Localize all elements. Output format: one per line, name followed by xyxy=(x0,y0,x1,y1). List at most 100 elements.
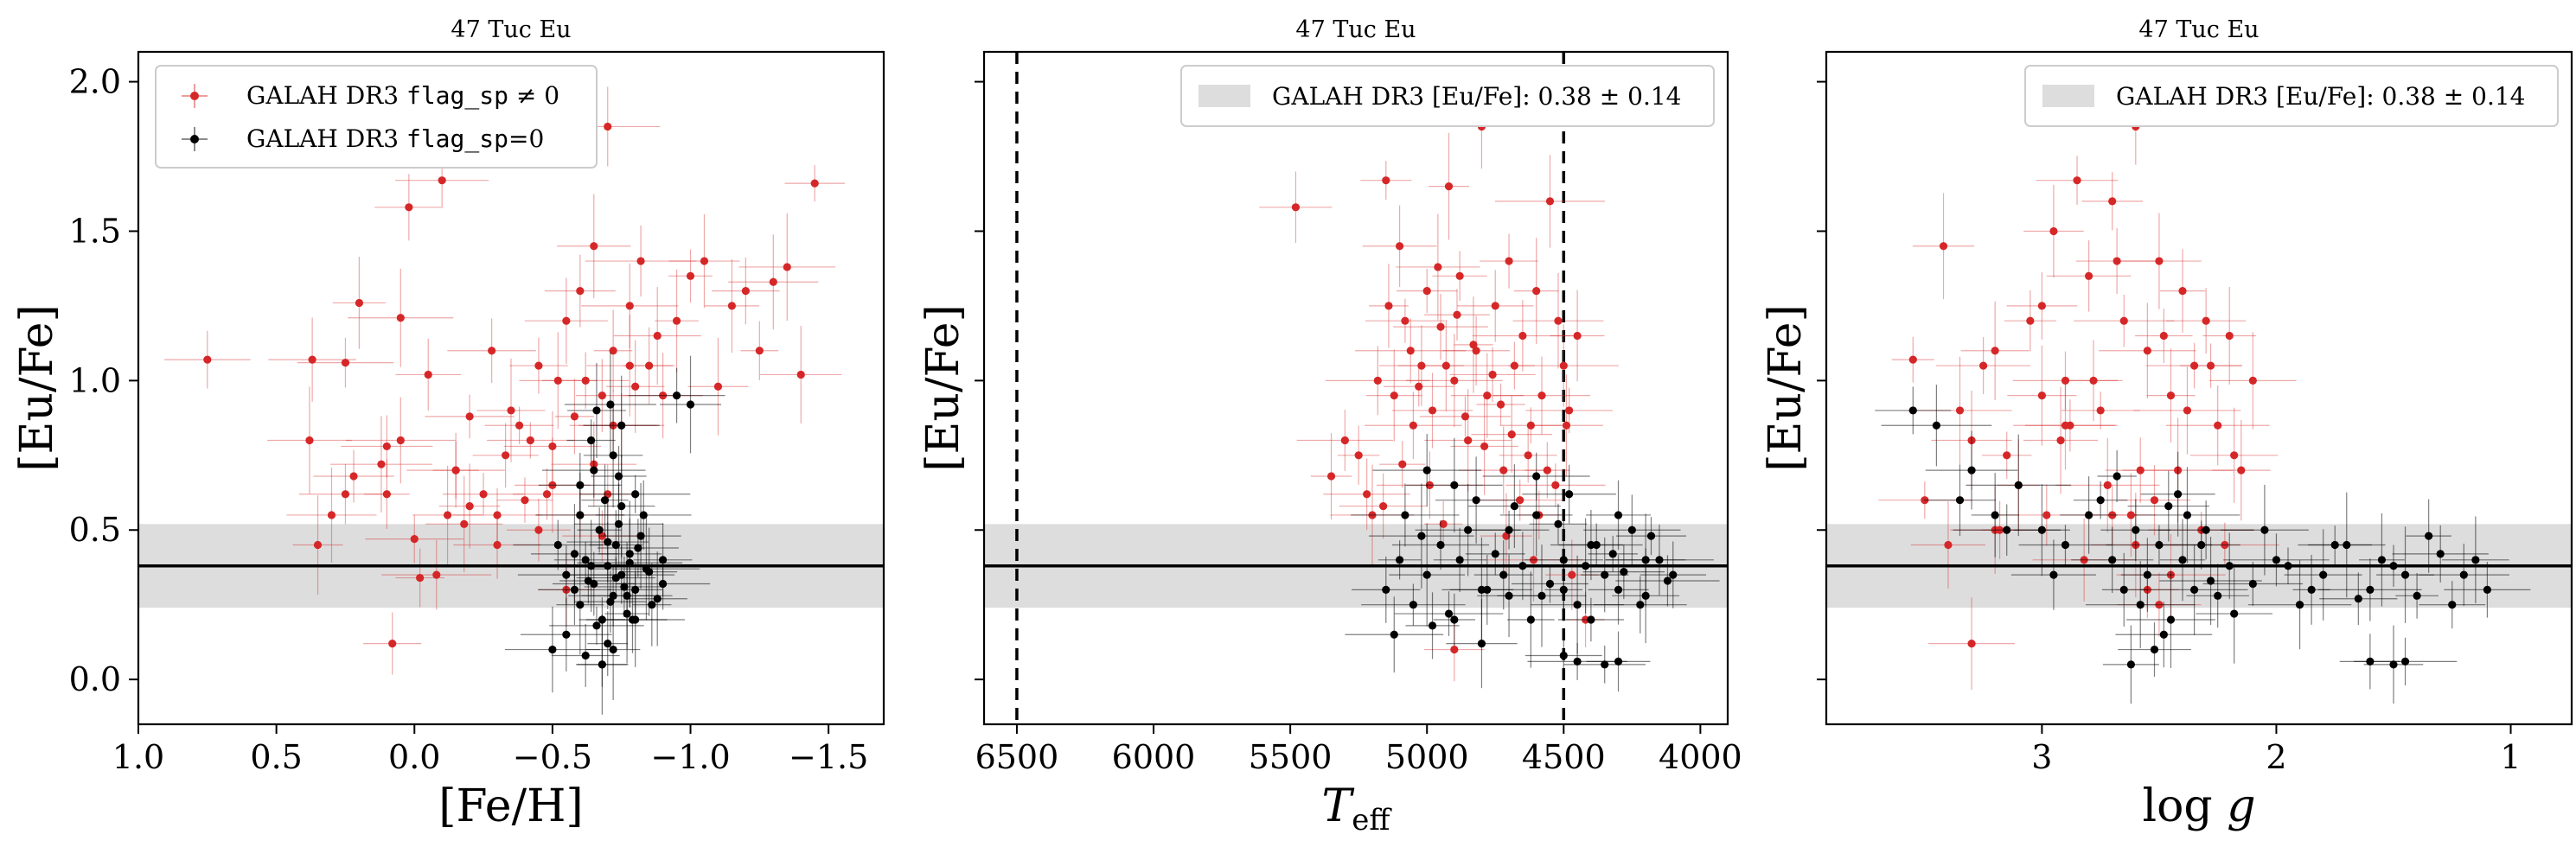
data-point xyxy=(1496,400,1505,409)
data-point xyxy=(713,382,723,391)
data-point xyxy=(451,466,460,474)
data-point xyxy=(349,472,358,481)
data-point xyxy=(1477,640,1486,648)
data-point xyxy=(1436,322,1445,331)
data-point xyxy=(1491,302,1499,310)
data-point xyxy=(755,347,764,355)
data-point xyxy=(548,442,557,451)
data-point xyxy=(2049,226,2058,236)
data-point xyxy=(2272,556,2281,564)
panel-title: 47 Tuc Eu xyxy=(451,16,571,43)
data-point xyxy=(2413,591,2421,600)
panel-3: 3 2 1 47 Tuc Eu [Eu/Fe] log g GALAH DR3 [Eu/Fe… xyxy=(1760,16,2573,832)
legend: GALAH DR3 flag_sp ≠ 0 GALAH DR3 flag_sp=0 xyxy=(155,65,598,169)
data-point xyxy=(1363,490,1371,499)
data-point xyxy=(2436,550,2445,558)
data-point xyxy=(2260,525,2269,534)
data-point xyxy=(2183,406,2192,415)
plot-area xyxy=(984,52,1728,724)
data-point xyxy=(1401,316,1409,325)
data-point xyxy=(460,519,469,528)
data-point xyxy=(1453,310,1461,319)
data-point xyxy=(2377,556,2387,564)
data-point xyxy=(645,361,654,370)
data-point xyxy=(2096,406,2105,415)
data-point xyxy=(2206,361,2215,370)
data-point xyxy=(1450,481,1459,489)
data-point xyxy=(606,400,615,409)
data-point xyxy=(2159,630,2168,639)
data-point xyxy=(382,490,391,499)
data-point xyxy=(388,640,397,648)
data-point xyxy=(493,511,502,519)
data-point xyxy=(1499,466,1508,474)
data-point xyxy=(2037,302,2046,310)
data-point xyxy=(438,176,446,185)
data-point xyxy=(416,573,425,583)
data-point xyxy=(1627,525,1636,534)
data-point xyxy=(1461,412,1470,421)
axes-frame xyxy=(982,50,1729,726)
data-point xyxy=(570,412,579,421)
data-point xyxy=(341,490,350,499)
data-point xyxy=(1444,182,1454,191)
plot-area xyxy=(138,86,884,715)
data-point xyxy=(515,421,524,430)
data-point xyxy=(1543,466,1551,474)
data-point xyxy=(327,511,336,519)
y-tick-label: 2.0 xyxy=(69,63,121,101)
data-point xyxy=(2155,540,2164,550)
data-point xyxy=(526,436,534,445)
data-point xyxy=(600,496,610,505)
data-point xyxy=(548,645,557,654)
data-point xyxy=(1932,421,1941,430)
y-tick-label: 0.0 xyxy=(69,660,121,698)
data-point xyxy=(396,436,405,445)
data-point xyxy=(2319,570,2328,579)
data-point xyxy=(1398,460,1407,468)
data-point xyxy=(1545,197,1555,206)
data-point xyxy=(595,525,604,534)
data-point xyxy=(1436,540,1445,550)
data-point xyxy=(1562,421,1571,430)
data-point xyxy=(2202,316,2210,325)
data-point xyxy=(1491,550,1499,558)
legend-box xyxy=(2024,65,2559,127)
data-point xyxy=(410,535,419,544)
data-point xyxy=(382,442,391,451)
data-point xyxy=(658,579,668,589)
data-point xyxy=(1379,501,1388,511)
data-point xyxy=(1967,466,1976,474)
data-point xyxy=(2389,660,2398,669)
data-point xyxy=(2230,609,2239,618)
data-point xyxy=(2014,481,2023,489)
y-axis-label: [Eu/Fe] xyxy=(917,304,969,472)
data-point xyxy=(810,179,819,188)
x-tick-label: 0.5 xyxy=(250,738,302,776)
data-point xyxy=(1505,525,1513,534)
data-point xyxy=(507,406,515,415)
data-point xyxy=(1587,615,1595,624)
data-point xyxy=(2202,525,2210,534)
data-point xyxy=(1434,263,1442,271)
data-point xyxy=(1908,355,1917,364)
data-point xyxy=(1646,532,1656,540)
x-tick-label: 6500 xyxy=(975,738,1059,776)
data-point xyxy=(617,501,626,511)
data-point xyxy=(1510,361,1518,370)
data-point xyxy=(1592,540,1601,550)
x-axis-label: [Fe/H] xyxy=(438,780,583,832)
x-tick-label: −1.0 xyxy=(650,738,730,776)
data-point xyxy=(1565,490,1574,499)
data-point xyxy=(796,370,805,379)
data-point xyxy=(1395,556,1404,564)
data-point xyxy=(586,436,596,445)
data-point xyxy=(1291,203,1301,212)
data-point xyxy=(1464,525,1473,534)
data-point xyxy=(1455,271,1464,280)
data-point xyxy=(1395,242,1404,251)
data-point xyxy=(1488,370,1497,379)
data-point xyxy=(1537,591,1546,600)
data-point xyxy=(2206,576,2215,585)
data-point xyxy=(2150,645,2159,654)
